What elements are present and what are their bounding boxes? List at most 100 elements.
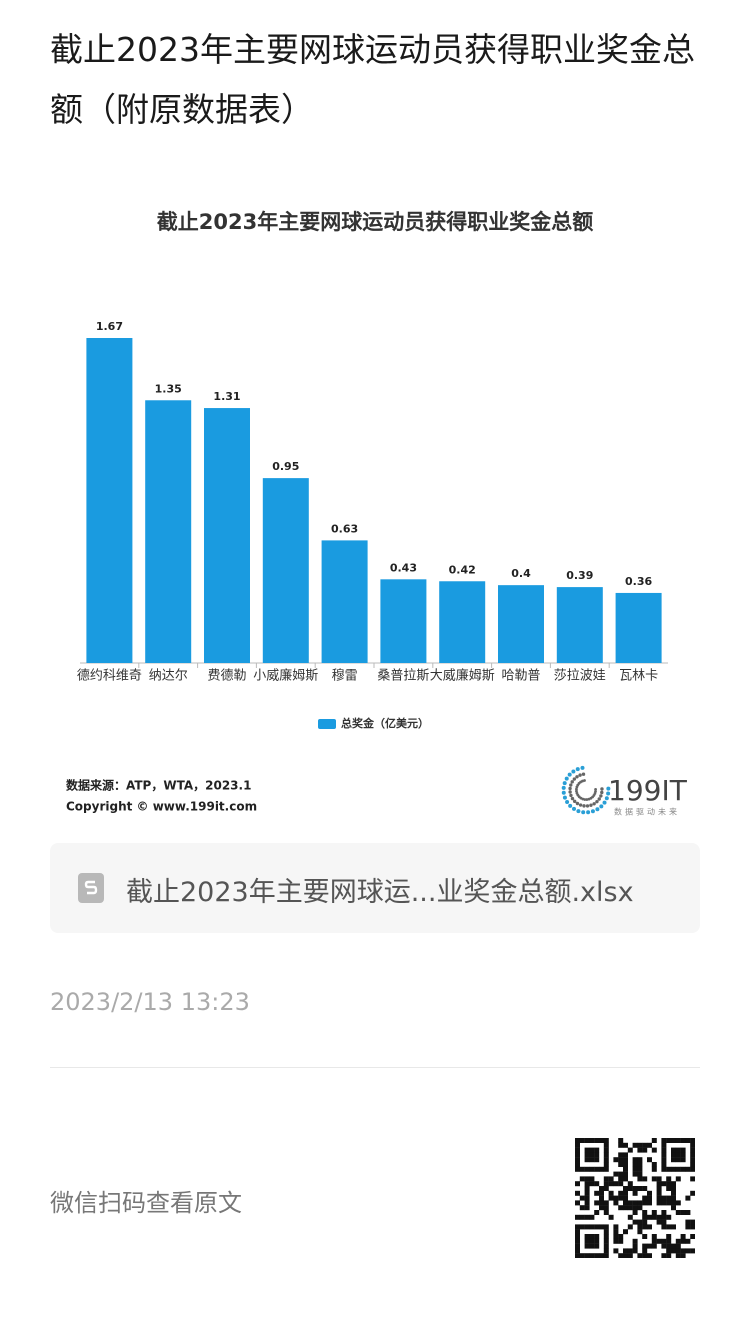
bar	[86, 338, 133, 663]
logo-dot	[571, 769, 576, 774]
qr-cell	[603, 1248, 609, 1254]
bar	[380, 579, 427, 663]
qr-cell	[680, 1248, 686, 1254]
qr-cell	[642, 1200, 648, 1206]
qr-cell	[661, 1219, 667, 1225]
logo-dot	[568, 790, 572, 794]
logo-dot	[567, 772, 572, 777]
qr-cell	[647, 1253, 652, 1258]
qr-cell	[632, 1190, 638, 1196]
logo-dot	[572, 777, 577, 781]
bar	[439, 581, 486, 663]
logo-dot	[586, 810, 591, 815]
qr-cell	[632, 1219, 638, 1225]
qr-cell	[632, 1162, 638, 1167]
qr-cell	[589, 1224, 595, 1230]
qr-cell	[584, 1214, 590, 1220]
qr-code	[575, 1138, 695, 1258]
qr-cell	[642, 1243, 648, 1249]
qr-cell	[661, 1147, 667, 1153]
qr-cell	[666, 1234, 672, 1239]
qr-cell	[618, 1152, 624, 1158]
qr-cell	[599, 1195, 604, 1201]
qr-cell	[661, 1243, 667, 1249]
qr-cell	[680, 1234, 686, 1239]
x-tick-label: 小威廉姆斯	[253, 668, 318, 684]
logo-dot	[578, 803, 583, 807]
qr-cell	[575, 1138, 580, 1143]
qr-cell	[680, 1138, 686, 1143]
legend-label: 总奖金（亿美元）	[341, 716, 429, 730]
qr-cell	[661, 1181, 667, 1187]
qr-cell	[675, 1200, 681, 1206]
bar	[321, 540, 368, 663]
qr-cell	[575, 1229, 580, 1235]
qr-cell	[690, 1234, 695, 1239]
qr-cell	[623, 1152, 628, 1158]
logo-dot	[589, 803, 593, 807]
qr-cell	[594, 1200, 600, 1206]
logo-tagline: 数据驱动未来	[614, 807, 680, 817]
qr-cell	[594, 1190, 600, 1196]
logo-dot	[575, 775, 579, 779]
qr-cell	[690, 1176, 695, 1182]
logo-dot	[578, 773, 582, 777]
qr-cell	[594, 1147, 600, 1153]
value-label: 0.42	[449, 563, 476, 576]
qr-cell	[627, 1186, 633, 1191]
qr-cell	[671, 1138, 676, 1143]
qr-cell	[584, 1157, 590, 1163]
qr-cell	[675, 1238, 681, 1244]
value-label: 1.31	[213, 390, 240, 403]
qr-cell	[575, 1166, 580, 1172]
x-tick-label: 德约科维奇	[77, 668, 142, 684]
qr-cell	[647, 1190, 652, 1196]
qr-cell	[589, 1166, 595, 1172]
file-card[interactable]	[50, 843, 700, 933]
qr-cell	[627, 1147, 633, 1153]
qr-cell	[618, 1181, 624, 1187]
qr-cell	[589, 1214, 595, 1220]
qr-cell	[618, 1138, 624, 1143]
file-name[interactable]: 截止2023年主要网球运...业奖金总额.xlsx	[126, 877, 634, 908]
qr-cell	[632, 1166, 638, 1172]
qr-cell	[675, 1152, 681, 1158]
x-tick-label: 桑普拉斯	[377, 669, 429, 684]
logo-dot	[604, 796, 609, 801]
logo-dot	[606, 791, 611, 796]
qr-cell	[651, 1166, 657, 1172]
logo-dot	[575, 767, 580, 772]
x-tick-label: 大威廉姆斯	[430, 668, 495, 684]
qr-cell	[579, 1138, 585, 1143]
qr-cell	[627, 1248, 633, 1254]
qr-cell	[584, 1205, 590, 1211]
qr-cell	[584, 1138, 590, 1143]
qr-cell	[651, 1238, 657, 1244]
logo-dot	[583, 798, 587, 801]
qr-cell	[680, 1210, 686, 1215]
qr-cell	[671, 1200, 676, 1206]
qr-cell	[627, 1253, 633, 1258]
logo-dot	[575, 787, 578, 791]
qr-cell	[623, 1190, 628, 1196]
qr-cell	[671, 1166, 676, 1172]
copyright: Copyright © www.199it.com	[66, 800, 257, 814]
qr-cell	[613, 1200, 619, 1206]
qr-cell	[584, 1238, 590, 1244]
value-label: 0.63	[331, 522, 358, 535]
qr-cell	[666, 1243, 672, 1249]
qr-cell	[671, 1195, 676, 1201]
logo-dot	[595, 799, 599, 804]
qr-cell	[690, 1224, 695, 1230]
logo-dot	[568, 786, 572, 791]
qr-cell	[642, 1142, 648, 1148]
qr-cell	[594, 1181, 600, 1187]
qr-cell	[594, 1234, 600, 1239]
x-tick-label: 莎拉波娃	[554, 669, 606, 684]
qr-cell	[618, 1162, 624, 1167]
qr-cell	[661, 1162, 667, 1167]
qr-cell	[632, 1210, 638, 1215]
qr-cell	[594, 1138, 600, 1143]
qr-cell	[579, 1176, 585, 1182]
file-icon	[78, 873, 104, 903]
